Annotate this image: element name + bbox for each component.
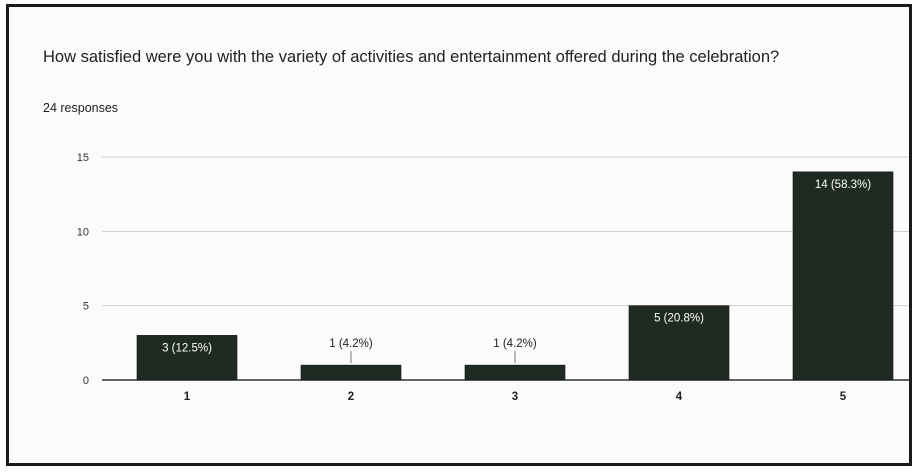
bar-chart: 0 5 10 15 1 3 (12.5%) 2 1 (4.2%) 3 1 (4.2%) 4 5 (20… xyxy=(77,152,909,403)
chart-card: How satisfied were you with the variety … xyxy=(6,4,912,466)
y-tick-label-10: 10 xyxy=(77,226,89,238)
data-label-3: 1 (4.2%) xyxy=(493,338,537,350)
data-label-2: 1 (4.2%) xyxy=(329,338,373,350)
bar-5 xyxy=(792,171,894,381)
x-tick-label-2: 2 xyxy=(348,391,354,403)
question-title: How satisfied were you with the variety … xyxy=(43,48,780,66)
data-label-5: 14 (58.3%) xyxy=(815,179,871,191)
data-label-1: 3 (12.5%) xyxy=(162,342,212,354)
bar-3 xyxy=(464,364,566,381)
x-tick-label-4: 4 xyxy=(676,391,683,403)
y-tick-label-5: 5 xyxy=(83,301,89,313)
y-tick-label-0: 0 xyxy=(83,375,89,387)
x-tick-label-1: 1 xyxy=(184,391,191,403)
y-tick-label-15: 15 xyxy=(77,152,89,164)
response-count: 24 responses xyxy=(43,101,119,115)
bar-2 xyxy=(300,364,402,381)
data-label-4: 5 (20.8%) xyxy=(654,313,704,325)
bar-1 xyxy=(136,335,238,381)
x-tick-label-3: 3 xyxy=(512,391,518,403)
bar-4 xyxy=(628,305,730,381)
x-tick-label-5: 5 xyxy=(840,391,847,403)
